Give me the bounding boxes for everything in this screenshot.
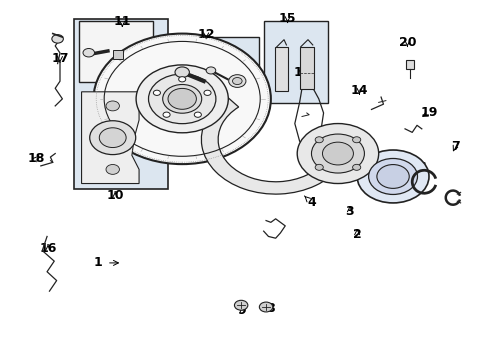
- Circle shape: [376, 165, 408, 188]
- Text: 13: 13: [293, 66, 310, 79]
- Circle shape: [206, 67, 215, 74]
- Circle shape: [99, 128, 126, 148]
- Bar: [112, 50, 123, 59]
- Circle shape: [148, 74, 215, 123]
- Text: 12: 12: [197, 28, 214, 41]
- Text: 5: 5: [400, 170, 408, 183]
- Wedge shape: [201, 98, 349, 194]
- Text: 16: 16: [39, 242, 57, 255]
- Circle shape: [352, 164, 360, 170]
- Circle shape: [194, 112, 201, 117]
- Circle shape: [297, 123, 378, 184]
- Bar: [79, 21, 153, 82]
- Circle shape: [89, 121, 136, 154]
- Circle shape: [153, 90, 160, 95]
- Circle shape: [168, 89, 196, 109]
- Circle shape: [163, 112, 170, 117]
- Text: 2: 2: [352, 228, 361, 241]
- Circle shape: [234, 300, 247, 310]
- Circle shape: [106, 165, 119, 174]
- Circle shape: [136, 65, 228, 133]
- Circle shape: [93, 33, 270, 164]
- Polygon shape: [81, 92, 139, 184]
- Circle shape: [352, 137, 360, 143]
- Text: 6: 6: [417, 161, 425, 174]
- Text: 11: 11: [113, 15, 131, 28]
- Text: 15: 15: [278, 12, 296, 25]
- Text: 17: 17: [51, 52, 69, 65]
- Circle shape: [314, 164, 323, 170]
- Circle shape: [356, 150, 428, 203]
- Circle shape: [83, 49, 94, 57]
- Text: 20: 20: [398, 36, 415, 49]
- Text: 7: 7: [450, 140, 459, 153]
- Circle shape: [163, 85, 201, 113]
- Circle shape: [232, 77, 242, 85]
- Text: 19: 19: [420, 107, 437, 120]
- Text: 14: 14: [350, 84, 367, 96]
- Circle shape: [203, 90, 211, 95]
- Circle shape: [322, 142, 353, 165]
- Circle shape: [228, 75, 245, 87]
- Circle shape: [314, 137, 323, 143]
- Circle shape: [175, 67, 189, 77]
- Text: 1: 1: [94, 256, 118, 269]
- Circle shape: [52, 35, 63, 43]
- Text: 18: 18: [27, 152, 44, 165]
- Text: 4: 4: [304, 196, 315, 210]
- Bar: [74, 19, 167, 189]
- Bar: [263, 21, 328, 103]
- Text: 10: 10: [106, 189, 123, 202]
- Circle shape: [259, 302, 272, 312]
- Circle shape: [178, 77, 185, 82]
- Circle shape: [311, 134, 364, 173]
- Circle shape: [106, 101, 119, 111]
- Bar: [175, 37, 258, 104]
- Circle shape: [368, 158, 417, 194]
- Polygon shape: [299, 47, 314, 89]
- Text: 3: 3: [345, 205, 353, 218]
- Polygon shape: [275, 47, 287, 91]
- Text: 9: 9: [237, 304, 246, 317]
- Bar: [405, 60, 413, 69]
- Text: 8: 8: [266, 302, 275, 315]
